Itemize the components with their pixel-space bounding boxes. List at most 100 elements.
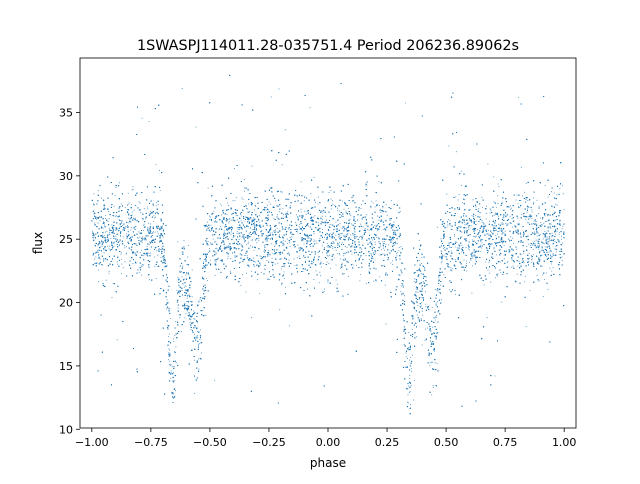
scatter-point	[335, 264, 337, 266]
scatter-point	[398, 246, 400, 248]
scatter-point	[116, 339, 118, 341]
scatter-point	[547, 220, 549, 222]
scatter-point	[497, 273, 499, 275]
scatter-point	[489, 208, 491, 210]
scatter-point	[153, 239, 155, 241]
scatter-point	[183, 240, 185, 242]
scatter-point	[229, 270, 231, 272]
scatter-point	[447, 224, 449, 226]
scatter-point	[376, 236, 378, 239]
scatter-point	[347, 275, 350, 278]
scatter-point	[359, 280, 361, 282]
scatter-point	[495, 277, 497, 279]
scatter-point	[412, 302, 414, 304]
scatter-point	[226, 213, 228, 215]
scatter-point	[310, 245, 312, 247]
scatter-point	[421, 302, 423, 304]
scatter-point	[530, 254, 532, 256]
scatter-point	[102, 241, 104, 243]
scatter-point	[440, 250, 442, 252]
scatter-point	[434, 319, 437, 321]
scatter-point	[362, 235, 364, 237]
scatter-point	[452, 258, 454, 261]
scatter-point	[523, 262, 525, 264]
scatter-point	[174, 334, 176, 336]
scatter-point	[301, 230, 303, 232]
scatter-point	[507, 223, 509, 225]
scatter-point	[520, 166, 522, 168]
scatter-point	[287, 228, 289, 230]
scatter-point	[216, 247, 218, 249]
scatter-point	[120, 253, 122, 255]
scatter-point	[553, 192, 555, 194]
scatter-point	[465, 238, 467, 240]
scatter-point	[214, 220, 216, 222]
scatter-point	[158, 170, 161, 172]
scatter-point	[338, 236, 340, 238]
scatter-point	[506, 223, 508, 225]
scatter-point	[466, 270, 468, 272]
scatter-point	[353, 200, 355, 202]
scatter-point	[122, 267, 124, 269]
scatter-point	[396, 243, 398, 245]
scatter-point	[507, 238, 509, 240]
scatter-point	[297, 244, 299, 246]
scatter-point	[554, 240, 556, 243]
scatter-point	[551, 270, 553, 272]
scatter-point	[343, 273, 345, 275]
scatter-point	[497, 231, 499, 233]
scatter-point	[512, 237, 514, 239]
scatter-point	[135, 205, 137, 207]
scatter-point	[475, 242, 477, 244]
scatter-point	[282, 239, 285, 241]
scatter-point	[335, 221, 337, 223]
scatter-point	[142, 224, 144, 226]
scatter-point	[455, 151, 457, 153]
scatter-point	[443, 255, 445, 257]
scatter-point	[323, 290, 325, 292]
scatter-point	[331, 237, 333, 239]
scatter-point	[143, 255, 145, 257]
scatter-point	[471, 215, 473, 217]
scatter-point	[127, 192, 129, 194]
scatter-point	[249, 211, 251, 213]
scatter-point	[321, 229, 323, 231]
scatter-point	[317, 251, 319, 253]
scatter-point	[245, 243, 247, 246]
scatter-point	[410, 370, 413, 373]
scatter-point	[289, 245, 291, 248]
scatter-point	[497, 223, 500, 225]
scatter-point	[342, 252, 344, 255]
scatter-point	[132, 263, 134, 265]
scatter-point	[330, 198, 332, 200]
scatter-point	[143, 230, 145, 232]
scatter-point	[375, 200, 377, 202]
scatter-point	[207, 241, 209, 243]
scatter-point	[481, 221, 483, 223]
scatter-point	[499, 261, 501, 263]
scatter-point	[552, 267, 554, 269]
scatter-point	[544, 239, 546, 241]
scatter-point	[368, 239, 370, 241]
scatter-point	[411, 354, 414, 356]
scatter-point	[293, 258, 295, 260]
scatter-point	[497, 203, 499, 205]
scatter-point	[247, 241, 249, 243]
scatter-point	[142, 236, 144, 238]
scatter-point	[447, 219, 449, 221]
scatter-point	[313, 240, 315, 242]
scatter-point	[400, 246, 402, 248]
scatter-point	[497, 195, 499, 197]
scatter-point	[218, 229, 220, 231]
scatter-point	[208, 251, 210, 254]
scatter-point	[403, 295, 406, 297]
scatter-point	[246, 224, 248, 226]
scatter-point	[473, 253, 475, 255]
scatter-point	[401, 271, 403, 273]
scatter-point	[237, 215, 239, 217]
scatter-point	[547, 196, 549, 198]
scatter-point	[479, 244, 481, 246]
scatter-point	[380, 211, 382, 214]
scatter-point	[109, 250, 111, 252]
scatter-point	[204, 253, 206, 255]
